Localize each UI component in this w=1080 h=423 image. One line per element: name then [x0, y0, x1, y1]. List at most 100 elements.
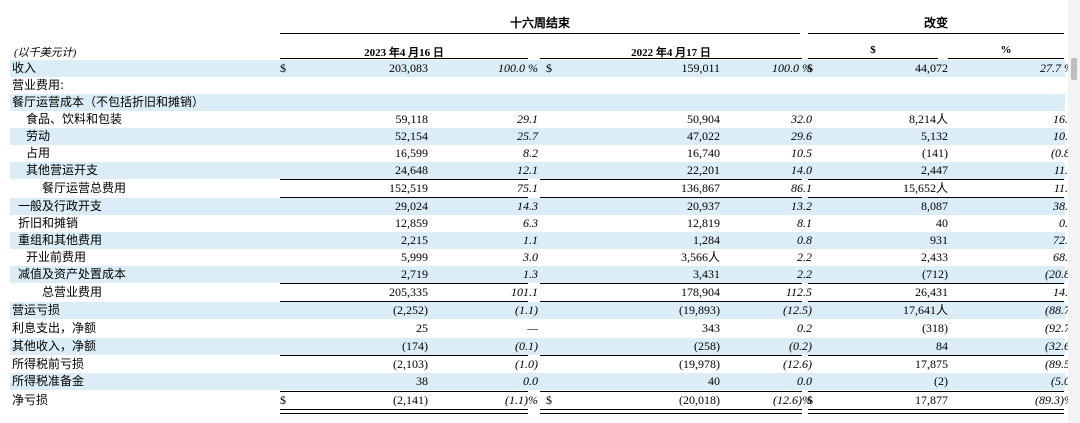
- change-dollar: 2,433: [921, 250, 948, 264]
- change-pct: [958, 77, 1074, 94]
- pct-2022: 86.1: [791, 181, 812, 195]
- pct-2022: [722, 94, 812, 111]
- subtotal-rule: [540, 283, 802, 284]
- table-row: 营业费用:: [10, 77, 1065, 94]
- pct-2022: (12.6): [783, 357, 812, 371]
- row-label: 其他营运开支: [26, 163, 99, 177]
- value-2022: 50,904: [687, 112, 720, 126]
- row-label: 食品、饮料和包装: [26, 112, 123, 126]
- row-label: 餐厅运营总费用: [42, 181, 127, 195]
- col-rule-pct: [948, 58, 1064, 59]
- change-pct: (89.5): [1045, 357, 1074, 371]
- table-row: 折旧和摊销 12,859 6.3 12,819 8.1 40 0.3: [10, 215, 1074, 232]
- subtotal-rule: [280, 197, 528, 198]
- table-row: 其他营运开支 24,648 12.1 22,201 14.0 2,447 11.0: [10, 162, 1074, 179]
- subtotal-rule: [808, 179, 1064, 180]
- table-row: 营运亏损 (2,252) (1.1) (19,893) (12.5) 17,641人 (88…: [10, 302, 1074, 319]
- change-dollar: (141): [922, 146, 948, 160]
- value-2022: 3,431: [693, 267, 720, 281]
- currency-2023: $: [280, 393, 286, 407]
- change-dollar: 40: [936, 216, 948, 230]
- change-dollar: 15,652人: [902, 181, 948, 195]
- table-row: 餐厅运营成本（不包括折旧和摊销）: [10, 94, 1065, 111]
- total-double-rule: [808, 409, 1064, 414]
- table-row: 所得税准备金 38 0.0 40 0.0 (2) (5.0): [10, 373, 1074, 390]
- pct-2022: 0.0: [797, 374, 812, 388]
- value-2023: 5,999: [401, 250, 428, 264]
- change-pct: 11.4: [1053, 181, 1074, 195]
- pct-2023: 25.7: [517, 129, 538, 143]
- subtotal-rule: [540, 197, 802, 198]
- pct-2022: 0.2: [797, 321, 812, 335]
- row-label: 所得税准备金: [12, 374, 85, 388]
- value-2023: 205,335: [389, 285, 428, 299]
- value-2022: (258): [694, 339, 720, 353]
- table-row: 开业前费用 5,999 3.0 3,566人 2.2 2,433 68.2: [10, 249, 1074, 266]
- currency-2022: $: [546, 61, 552, 75]
- value-2023: 29,024: [395, 199, 428, 213]
- total-double-rule: [540, 409, 802, 414]
- subtotal-rule: [280, 355, 528, 356]
- pct-2022: 0.8: [797, 233, 812, 247]
- change-pct: (0.8): [1051, 146, 1074, 160]
- row-label: 减值及资产处置成本: [18, 267, 127, 281]
- table-row: 减值及资产处置成本 2,719 1.3 3,431 2.2 (712) (20.8): [10, 266, 1074, 283]
- change-pct: (20.8): [1045, 267, 1074, 281]
- value-2022: 47,022: [687, 129, 720, 143]
- pct-2023: 1.3: [523, 267, 538, 281]
- table-row: 利息支出，净额 25 — 343 0.2 (318) (92.7): [10, 320, 1074, 337]
- value-2023: (2,141): [393, 393, 428, 407]
- pct-2022: 2.2: [797, 250, 812, 264]
- subtotal-rule: [540, 391, 802, 392]
- table-row: 收入 $ $ $203,083 100.0 % 159,011 100.0 % 44,072 2…: [10, 60, 1074, 77]
- vertical-scrollbar[interactable]: [1068, 0, 1080, 423]
- row-label: 营业费用:: [12, 78, 65, 92]
- col-header-pct: %: [1000, 44, 1012, 56]
- table-row: 餐厅运营总费用 152,519 75.1 136,867 86.1 15,652人 11.4: [10, 180, 1074, 197]
- row-label: 利息支出，净额: [12, 321, 97, 335]
- pct-2023: 3.0: [523, 250, 538, 264]
- value-2023: 38: [416, 374, 428, 388]
- value-2022: 22,201: [687, 163, 720, 177]
- scrollbar-thumb[interactable]: [1071, 58, 1077, 80]
- pct-2023: [430, 94, 538, 111]
- change-dollar: 17,875: [915, 357, 948, 371]
- value-2023: (174): [402, 339, 428, 353]
- table-row: 其他收入，净额 (174) (0.1) (258) (0.2) 84 (32.6): [10, 338, 1074, 355]
- change-pct: 14.8: [1053, 285, 1074, 299]
- value-2022: 16,740: [687, 146, 720, 160]
- col-header-dollar: $: [870, 44, 876, 56]
- value-2022: (20,018): [679, 393, 720, 407]
- value-2022: [550, 77, 720, 94]
- subtotal-rule: [540, 355, 802, 356]
- pct-2023: (0.1): [515, 339, 538, 353]
- subtotal-rule: [808, 301, 1064, 302]
- pct-2022: 10.5: [791, 146, 812, 160]
- pct-2023: 75.1: [517, 181, 538, 195]
- change-pct: 10.9: [1053, 129, 1074, 143]
- pct-2022: 14.0: [791, 163, 812, 177]
- value-2022: 159,011: [681, 61, 720, 75]
- col-rule-dollar: [808, 58, 938, 59]
- pct-2023: 6.3: [523, 216, 538, 230]
- value-2023: 16,599: [395, 146, 428, 160]
- value-2022: 1,284: [693, 233, 720, 247]
- change-dollar: 5,132: [921, 129, 948, 143]
- change-dollar: 44,072: [915, 61, 948, 75]
- currency-change: $: [807, 61, 813, 75]
- pct-2022: 8.1: [797, 216, 812, 230]
- value-2023: 59,118: [395, 112, 428, 126]
- pct-2023: 14.3: [517, 199, 538, 213]
- row-label: 营运亏损: [12, 303, 61, 317]
- change-pct: (92.7): [1045, 321, 1074, 335]
- value-2023: 24,648: [395, 163, 428, 177]
- pct-2022: [722, 77, 812, 94]
- value-2022: 136,867: [681, 181, 720, 195]
- pct-2022: 100.0 %: [772, 61, 812, 75]
- value-2023: 52,154: [395, 129, 428, 143]
- value-2023: 203,083: [389, 61, 428, 75]
- total-double-rule: [280, 409, 528, 414]
- change-dollar: 84: [936, 339, 948, 353]
- row-label: 所得税前亏损: [12, 357, 85, 371]
- change-dollar: 17,641人: [902, 303, 948, 317]
